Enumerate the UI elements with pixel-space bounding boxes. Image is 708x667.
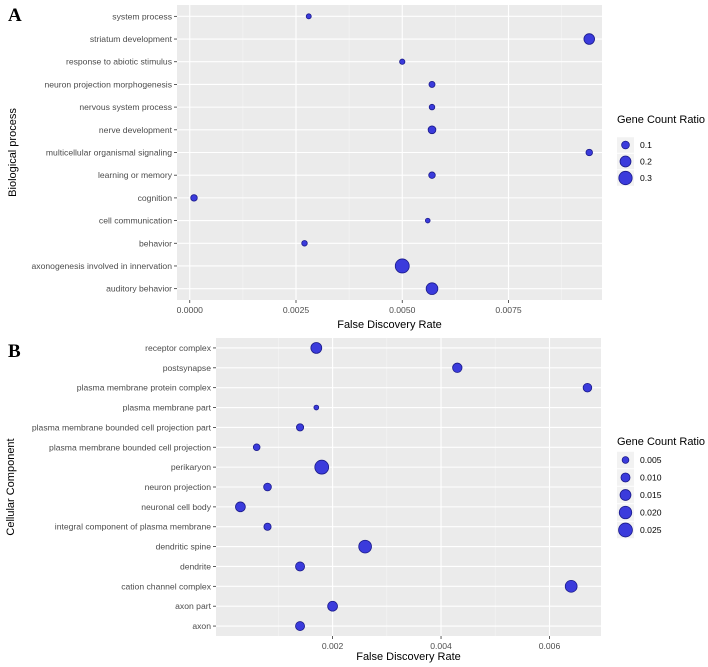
legend-label: 0.025 <box>640 525 662 535</box>
x-axis-title: False Discovery Rate <box>356 651 461 663</box>
category-label: cation channel complex <box>121 581 212 591</box>
data-point <box>310 342 323 354</box>
category-label: postsynapse <box>163 363 211 373</box>
category-label: dendritic spine <box>156 542 212 552</box>
legend-label: 0.020 <box>640 508 662 518</box>
y-axis-title: Cellular Component <box>5 438 17 535</box>
data-point <box>452 362 463 373</box>
panel-b: B 0.002 0.004 0.006 receptor complex postsyna… <box>5 338 705 663</box>
data-point <box>296 423 305 432</box>
data-point <box>358 539 372 554</box>
category-label: plasma membrane bounded cell projection <box>49 442 211 452</box>
legend-key-point <box>619 155 632 168</box>
category-label: axon <box>192 621 211 631</box>
data-point <box>564 580 578 593</box>
data-point <box>190 194 198 202</box>
legend-label: 0.3 <box>640 173 652 183</box>
category-label: neuron projection morphogenesis <box>44 79 172 89</box>
category-label: nervous system process <box>79 102 172 112</box>
panel-letter: A <box>8 5 22 26</box>
y-axis-title: Biological process <box>7 108 19 197</box>
size-legend: Gene Count Ratio 0.1 0.2 0.3 <box>617 114 705 186</box>
data-point <box>295 561 305 572</box>
data-point <box>301 240 308 247</box>
legend-label: 0.1 <box>640 140 652 150</box>
data-point <box>428 103 436 111</box>
legend-title: Gene Count Ratio <box>617 114 705 126</box>
category-label: neuronal cell body <box>141 502 211 512</box>
legend-key-point <box>620 472 631 483</box>
legend-key-point <box>619 489 632 501</box>
data-point <box>582 382 593 393</box>
data-point <box>314 459 330 475</box>
data-point <box>263 482 272 492</box>
data-point <box>585 148 593 157</box>
legend-key-point <box>621 456 630 464</box>
category-label: perikaryon <box>171 462 211 472</box>
category-label: plasma membrane bounded cell projection … <box>32 422 212 432</box>
data-point <box>235 501 246 513</box>
data-point <box>583 33 595 45</box>
category-label: integral component of plasma membrane <box>55 522 211 532</box>
x-tick-label: 0.0050 <box>389 305 416 315</box>
legend-label: 0.2 <box>640 157 652 167</box>
x-tick-label: 0.0000 <box>177 305 204 315</box>
legend-key-point <box>618 170 633 186</box>
category-label: receptor complex <box>145 343 212 353</box>
x-tick-label: 0.0025 <box>283 305 310 315</box>
data-point <box>428 171 436 179</box>
category-label: neuron projection <box>145 482 212 492</box>
data-point <box>399 58 406 65</box>
legend-key-point <box>621 140 630 150</box>
legend-key-point <box>618 522 633 538</box>
category-label: cell communication <box>99 216 172 226</box>
panel-letter: B <box>8 341 21 362</box>
x-tick-label: 0.002 <box>322 641 344 651</box>
size-legend: Gene Count Ratio 0.005 0.010 0.015 0.020 0.02… <box>617 436 705 539</box>
category-label: system process <box>112 11 172 21</box>
legend-label: 0.010 <box>640 473 662 483</box>
data-point <box>252 443 261 452</box>
category-label: plasma membrane part <box>123 403 212 413</box>
x-tick-label: 0.0075 <box>495 305 522 315</box>
legend-key-point <box>618 505 633 520</box>
data-point <box>263 522 272 531</box>
legend-title: Gene Count Ratio <box>617 436 705 448</box>
category-label: axonogenesis involved in innervation <box>32 261 173 271</box>
x-tick-label: 0.004 <box>430 641 452 651</box>
category-label: behavior <box>139 238 172 248</box>
data-point <box>313 404 320 411</box>
category-label: plasma membrane protein complex <box>77 383 212 393</box>
category-label: auditory behavior <box>106 284 172 294</box>
panel-a: A 0.0000 0.0025 0.0050 0.0075 system process s… <box>7 5 705 331</box>
data-point <box>427 125 437 135</box>
category-label: response to abiotic stimulus <box>66 57 172 67</box>
data-point <box>425 282 439 295</box>
category-label: dendrite <box>180 561 211 571</box>
data-point <box>295 621 305 631</box>
category-label: striatum development <box>90 34 173 44</box>
data-point <box>424 217 431 224</box>
legend-label: 0.005 <box>640 455 662 465</box>
data-point <box>428 80 436 88</box>
category-label: axon part <box>175 601 211 611</box>
legend-label: 0.015 <box>640 490 662 500</box>
x-tick-label: 0.006 <box>539 641 561 651</box>
category-label: multicellular organismal signaling <box>46 148 172 158</box>
x-axis-title: False Discovery Rate <box>337 319 442 331</box>
category-label: learning or memory <box>98 170 173 180</box>
data-point <box>394 258 410 274</box>
category-label: cognition <box>138 193 173 203</box>
category-label: nerve development <box>99 125 173 135</box>
data-point <box>327 600 338 612</box>
data-point <box>305 13 312 20</box>
